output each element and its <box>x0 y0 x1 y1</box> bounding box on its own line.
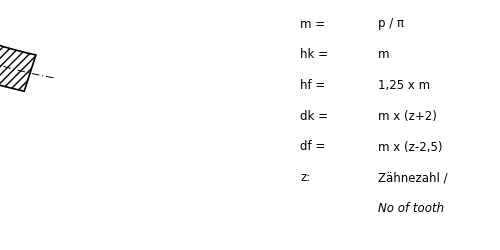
Text: df =: df = <box>300 140 326 153</box>
Polygon shape <box>0 0 36 91</box>
Text: dk =: dk = <box>300 110 328 123</box>
Text: Zähnezahl /: Zähnezahl / <box>378 171 448 184</box>
Text: m =: m = <box>300 18 326 30</box>
Text: m x (z+2): m x (z+2) <box>378 110 437 123</box>
Text: 1,25 x m: 1,25 x m <box>378 79 430 92</box>
Text: p / π: p / π <box>378 18 404 30</box>
Text: z:: z: <box>300 171 311 184</box>
Text: hk =: hk = <box>300 48 328 61</box>
Text: m x (z-2,5): m x (z-2,5) <box>378 140 442 153</box>
Text: No of tooth: No of tooth <box>378 202 444 215</box>
Text: m: m <box>378 48 390 61</box>
Text: hf =: hf = <box>300 79 326 92</box>
